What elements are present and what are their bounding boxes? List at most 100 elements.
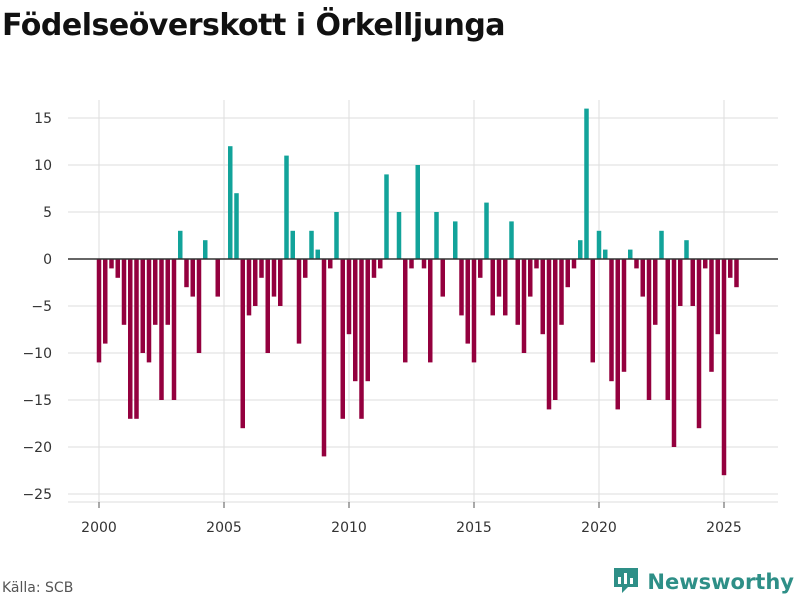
bar — [640, 259, 645, 297]
bar — [565, 259, 570, 288]
y-tick-label: −5 — [31, 299, 52, 315]
bar — [246, 259, 252, 316]
bar — [359, 259, 364, 419]
y-tick-label: −25 — [22, 487, 52, 503]
bar — [496, 259, 502, 297]
bar — [734, 259, 739, 288]
bar — [140, 259, 145, 353]
bar — [215, 259, 220, 297]
bar — [334, 212, 339, 259]
bar — [709, 259, 714, 372]
bar — [503, 259, 508, 316]
bar — [184, 259, 189, 288]
bar — [190, 259, 195, 297]
bar — [146, 259, 152, 363]
bar — [421, 259, 427, 269]
bar — [484, 202, 489, 259]
bar — [721, 259, 727, 476]
bar — [478, 259, 483, 278]
bar — [290, 230, 295, 259]
bar — [465, 259, 470, 344]
bar — [534, 259, 539, 269]
bar — [196, 259, 202, 353]
bar — [234, 193, 239, 259]
y-tick-label: −20 — [22, 440, 52, 456]
bar — [703, 259, 708, 269]
bar — [259, 259, 264, 278]
x-tick-label: 2005 — [206, 520, 242, 536]
bar — [328, 259, 333, 269]
bar — [321, 259, 327, 457]
x-tick-label: 2000 — [81, 520, 117, 536]
bar — [453, 221, 458, 259]
bar — [671, 259, 677, 447]
bar — [659, 230, 664, 259]
y-tick-label: −10 — [22, 346, 52, 362]
bar — [353, 259, 358, 382]
bar — [628, 249, 633, 259]
x-tick-label: 2015 — [456, 520, 492, 536]
bar — [440, 259, 445, 297]
bar — [634, 259, 639, 269]
bar — [428, 259, 433, 363]
bar — [403, 259, 408, 363]
source-label: Källa: SCB — [2, 580, 74, 596]
chart-title: Födelseöverskott i Örkelljunga — [2, 8, 506, 43]
brand-name: Newsworthy — [647, 570, 794, 594]
bar — [159, 259, 164, 400]
brand[interactable]: Newsworthy — [613, 566, 794, 598]
bar — [103, 259, 108, 344]
bar — [690, 259, 695, 306]
y-tick-label: 0 — [43, 252, 52, 268]
x-axis: 2000 2005 2010 2015 2020 2025 — [68, 501, 778, 536]
bar — [371, 259, 377, 278]
bar — [228, 146, 233, 259]
bar — [540, 259, 545, 335]
bar — [696, 259, 702, 429]
bar — [584, 108, 589, 259]
bar — [340, 259, 345, 419]
bar — [728, 259, 733, 278]
bar — [678, 259, 683, 306]
y-tick-label: −15 — [22, 393, 52, 409]
bar — [315, 249, 320, 259]
bar — [240, 259, 245, 429]
bar — [471, 259, 477, 363]
bar — [528, 259, 533, 297]
bar — [128, 259, 133, 419]
bar — [509, 221, 514, 259]
bar — [96, 259, 102, 363]
y-tick-label: 5 — [43, 205, 52, 221]
bar — [515, 259, 520, 325]
bar — [490, 259, 495, 316]
bar — [609, 259, 614, 382]
bar — [278, 259, 283, 306]
bar — [684, 240, 689, 259]
x-tick-label: 2010 — [331, 520, 367, 536]
bar — [253, 259, 258, 306]
bar — [521, 259, 527, 353]
bar — [165, 259, 170, 325]
bar — [115, 259, 120, 278]
bar — [384, 174, 389, 259]
bar — [646, 259, 652, 400]
bar — [615, 259, 620, 410]
bar — [546, 259, 552, 410]
bar — [265, 259, 270, 353]
bar — [284, 155, 289, 259]
bar — [303, 259, 308, 278]
bar — [378, 259, 383, 269]
bar — [434, 212, 439, 259]
bar — [109, 259, 114, 269]
bar — [309, 230, 314, 259]
bar — [653, 259, 658, 325]
bar — [171, 259, 177, 400]
bar — [365, 259, 370, 382]
x-tick-label: 2020 — [581, 520, 617, 536]
bar — [296, 259, 302, 344]
bar — [271, 259, 277, 297]
bar — [396, 212, 402, 259]
bar — [665, 259, 670, 400]
y-axis: 15 10 5 0 −5 −10 −15 −20 −25 — [22, 111, 52, 503]
